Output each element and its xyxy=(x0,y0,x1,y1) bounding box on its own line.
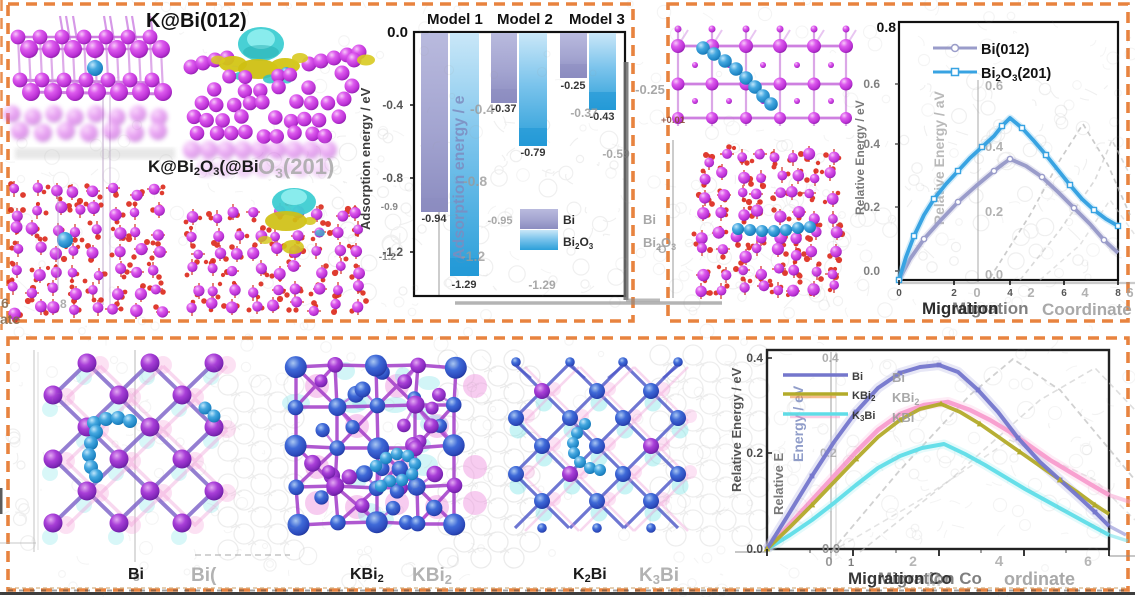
svg-text:K2Bi: K2Bi xyxy=(573,566,607,585)
svg-text:Relative Energy / aV: Relative Energy / aV xyxy=(931,90,947,225)
svg-text:2: 2 xyxy=(1027,285,1034,300)
svg-text:Migration: Migration xyxy=(952,299,1029,318)
svg-text:0.6: 0.6 xyxy=(863,77,880,91)
svg-text:Bi(012): Bi(012) xyxy=(981,42,1030,58)
svg-text:-0.79: -0.79 xyxy=(520,147,545,159)
svg-text:Bi: Bi xyxy=(128,566,144,583)
svg-text:K@Bi2O3(@Bi: K@Bi2O3(@Bi xyxy=(148,157,259,178)
svg-text:Energy / eV: Energy / eV xyxy=(790,385,806,462)
svg-text:8: 8 xyxy=(1115,288,1121,299)
svg-text:6: 6 xyxy=(1126,285,1133,300)
svg-text:O: O xyxy=(658,244,667,256)
svg-text:Bi: Bi xyxy=(852,371,863,383)
svg-text:0: 0 xyxy=(896,288,902,299)
svg-text:Model 2: Model 2 xyxy=(497,11,553,28)
svg-text:-1.29: -1.29 xyxy=(451,279,476,291)
svg-text:K@Bi(012): K@Bi(012) xyxy=(146,10,247,32)
svg-text:Relative Energy / eV: Relative Energy / eV xyxy=(853,100,867,215)
svg-text:8: 8 xyxy=(133,570,140,584)
svg-text:-0.25: -0.25 xyxy=(635,82,665,97)
svg-text:0: 0 xyxy=(825,554,832,569)
svg-text:Model 1: Model 1 xyxy=(427,11,483,28)
svg-text:-1.2: -1.2 xyxy=(382,245,403,259)
svg-text:Adsorption energy / eV: Adsorption energy / eV xyxy=(358,87,373,230)
svg-text:2: 2 xyxy=(909,553,917,569)
svg-text:0: 0 xyxy=(973,285,980,300)
svg-text:0.2: 0.2 xyxy=(863,200,880,214)
svg-text:0.0: 0.0 xyxy=(822,541,840,556)
svg-text:Migration Co: Migration Co xyxy=(878,569,982,588)
svg-text:Relative E: Relative E xyxy=(771,453,786,515)
svg-text:1: 1 xyxy=(848,557,854,569)
svg-text:4: 4 xyxy=(995,553,1004,570)
svg-text:Migration Co: Migration Co xyxy=(848,569,952,588)
svg-text:4: 4 xyxy=(1007,288,1013,299)
svg-text:KBi2: KBi2 xyxy=(412,565,452,587)
svg-text:Bi(: Bi( xyxy=(191,565,217,586)
svg-text:-0.4: -0.4 xyxy=(382,98,403,112)
svg-text:0.0: 0.0 xyxy=(387,24,408,41)
svg-text:-1.2: -1.2 xyxy=(379,252,397,263)
svg-text:0.8: 0.8 xyxy=(877,19,897,35)
svg-text:-0.25: -0.25 xyxy=(560,80,585,92)
svg-text:0.6: 0.6 xyxy=(985,78,1003,93)
svg-text:2: 2 xyxy=(951,288,957,299)
svg-text:Model 3: Model 3 xyxy=(569,11,625,28)
svg-text:-0.37: -0.37 xyxy=(570,106,598,120)
svg-text:0.2: 0.2 xyxy=(746,446,763,460)
svg-text:Bi: Bi xyxy=(643,212,656,227)
svg-text:Relative Energy / eV: Relative Energy / eV xyxy=(729,367,744,492)
svg-text:-1.2: -1.2 xyxy=(461,248,485,264)
svg-text:0.2: 0.2 xyxy=(985,204,1003,219)
svg-text:Bi2O3: Bi2O3 xyxy=(643,235,676,252)
svg-text:6: 6 xyxy=(1061,288,1067,299)
svg-text:0.0: 0.0 xyxy=(985,267,1003,282)
svg-text:0.4: 0.4 xyxy=(985,139,1004,154)
svg-text:Bi: Bi xyxy=(563,213,575,227)
svg-text:6: 6 xyxy=(1,295,9,311)
svg-text:Migration: Migration xyxy=(922,299,999,318)
svg-text:K3Bi: K3Bi xyxy=(639,565,679,587)
svg-text:M: M xyxy=(926,570,941,590)
svg-text:KBi2: KBi2 xyxy=(892,390,919,407)
svg-text:-0.4: -0.4 xyxy=(470,101,494,117)
svg-text:Coordinate: Coordinate xyxy=(1042,300,1132,319)
svg-text:KBi: KBi xyxy=(892,410,914,425)
svg-text:0.0: 0.0 xyxy=(863,264,880,278)
svg-text:KBi2: KBi2 xyxy=(852,390,876,403)
svg-text:-0.8: -0.8 xyxy=(463,173,487,189)
svg-text:-0.9: -0.9 xyxy=(381,202,399,213)
svg-text:-0.8: -0.8 xyxy=(382,171,403,185)
svg-text:-0.95: -0.95 xyxy=(487,215,512,227)
svg-text:0.4: 0.4 xyxy=(746,351,763,365)
svg-text:K3Bi: K3Bi xyxy=(852,410,875,423)
svg-text:ate: ate xyxy=(0,311,20,327)
svg-text:-0.59: -0.59 xyxy=(602,147,630,161)
svg-text:ordinate: ordinate xyxy=(1004,569,1075,589)
svg-text:0.0: 0.0 xyxy=(746,542,763,556)
svg-text:8: 8 xyxy=(60,297,67,311)
svg-text:O3(201): O3(201) xyxy=(258,154,334,181)
svg-text:-0.43: -0.43 xyxy=(589,111,614,123)
svg-text:-0.94: -0.94 xyxy=(421,213,447,225)
svg-text:+0.01: +0.01 xyxy=(661,115,686,126)
svg-text:0.4: 0.4 xyxy=(863,137,880,151)
svg-text:4: 4 xyxy=(1081,285,1089,300)
svg-text:KBi2: KBi2 xyxy=(350,566,384,585)
svg-text:Bi2O3: Bi2O3 xyxy=(563,235,594,251)
svg-text:Adsorption energy / e: Adsorption energy / e xyxy=(451,95,468,260)
svg-text:Bi: Bi xyxy=(892,370,905,385)
svg-text:6: 6 xyxy=(1084,553,1092,569)
svg-text:0.4: 0.4 xyxy=(822,351,839,365)
svg-text:-1.29: -1.29 xyxy=(528,278,556,292)
svg-text:-0.37: -0.37 xyxy=(491,103,516,115)
